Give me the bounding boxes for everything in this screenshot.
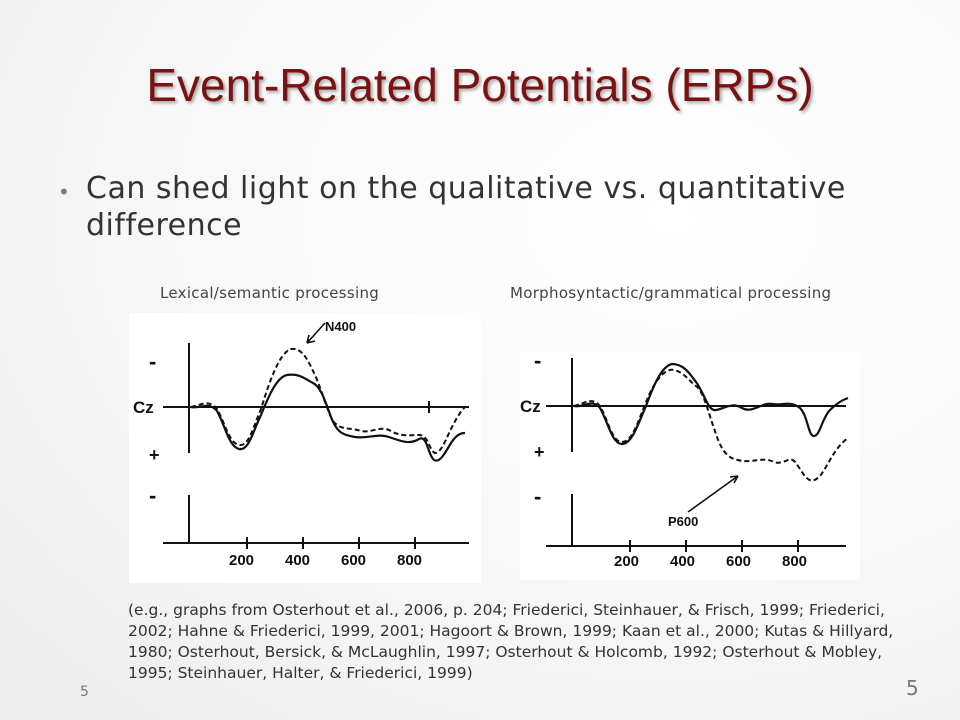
page-number-left: 5 (80, 684, 89, 700)
p600-annotation: P600 (668, 514, 698, 529)
right-plus-label: + (534, 442, 545, 462)
n400-graph: - Cz + - N400 200 400 600 800 (129, 313, 481, 583)
left-plus-label: + (149, 445, 160, 465)
left-tick-label-800: 800 (397, 552, 422, 569)
n400-annotation: N400 (325, 319, 356, 334)
right-tick-label-800: 800 (782, 553, 807, 570)
left-minus-bottom: - (149, 483, 156, 508)
left-tick-label-200: 200 (229, 552, 254, 569)
n400-arrow-icon (306, 322, 326, 344)
p600-arrow-icon (687, 475, 739, 513)
citation-text: (e.g., graphs from Osterhout et al., 200… (128, 601, 894, 682)
right-tick-label-600: 600 (726, 553, 751, 570)
page-number-right: 5 (906, 676, 919, 700)
right-tick-label-400: 400 (670, 553, 695, 570)
right-minus-top: - (534, 352, 541, 373)
bullet-text: Can shed light on the qualitative vs. qu… (86, 171, 846, 243)
left-tick-label-400: 400 (285, 552, 310, 569)
left-graph-label: Lexical/semantic processing (160, 284, 380, 302)
p600-graph: - Cz + - P600 200 400 600 800 (520, 352, 860, 580)
bullet-dot-icon: • (58, 180, 70, 204)
left-solid-wave (190, 373, 466, 462)
left-tick-label-600: 600 (341, 552, 366, 569)
left-minus-top: - (149, 349, 156, 374)
right-graph-label: Morphosyntactic/grammatical processing (510, 284, 832, 302)
left-dashed-wave (190, 347, 466, 455)
slide-title: Event-Related Potentials (ERPs) (146, 59, 814, 111)
right-minus-bottom: - (534, 484, 541, 509)
right-solid-wave (573, 362, 849, 446)
right-channel-label: Cz (520, 397, 541, 416)
left-channel-label: Cz (133, 398, 154, 417)
right-dashed-wave (573, 368, 849, 482)
right-tick-label-200: 200 (614, 553, 639, 570)
